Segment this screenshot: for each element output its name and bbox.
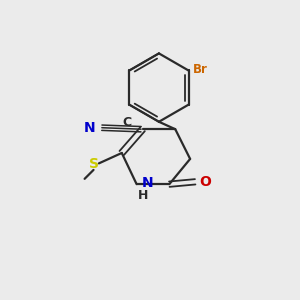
Text: N: N — [83, 121, 95, 135]
Text: C: C — [122, 116, 131, 129]
Text: Br: Br — [193, 62, 208, 76]
Text: H: H — [138, 189, 148, 202]
Text: O: O — [199, 175, 211, 189]
Text: N: N — [142, 176, 154, 190]
Text: S: S — [88, 157, 98, 171]
